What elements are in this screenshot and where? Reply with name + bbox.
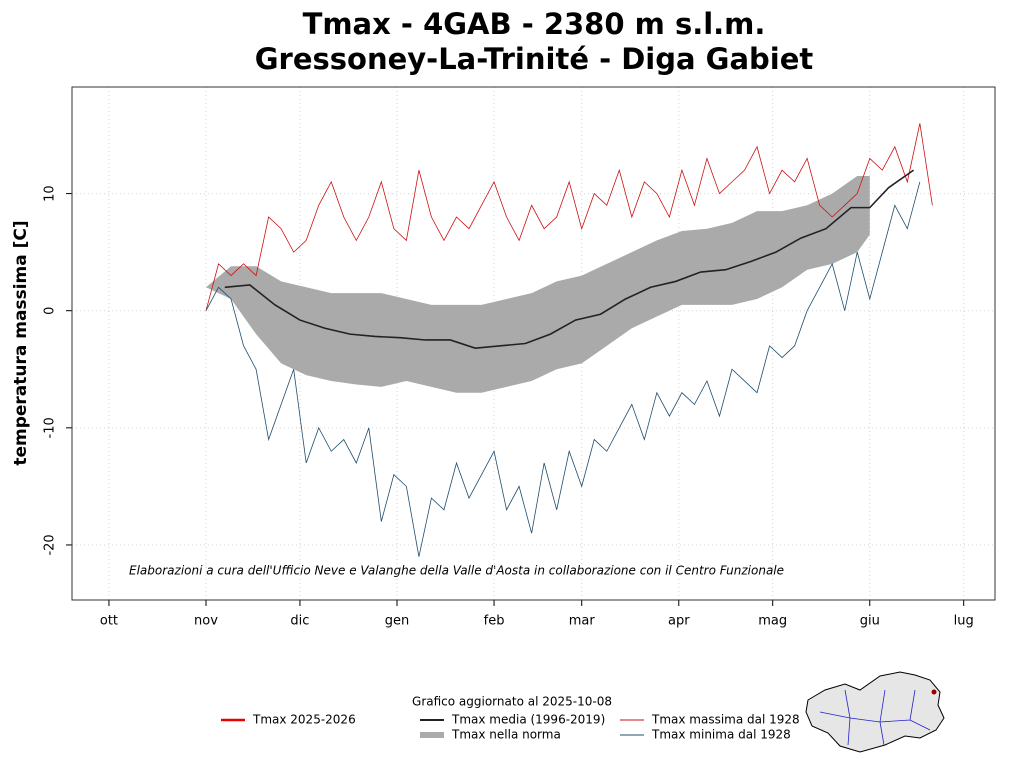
legend-label: Tmax minima dal 1928	[651, 728, 791, 742]
station-marker	[931, 689, 937, 695]
x-tick-label: apr	[668, 614, 690, 629]
norm-band	[206, 176, 870, 393]
legend-label: Tmax media (1996-2019)	[451, 713, 605, 727]
y-axis-label: temperatura massima [C]	[11, 220, 31, 465]
x-tick-label: nov	[194, 614, 218, 629]
region-map	[805, 671, 945, 753]
y-tick-label: -20	[43, 534, 58, 555]
x-tick-label: dic	[290, 614, 309, 629]
legend: Tmax 2025-2026 Tmax media (1996-2019) Tmax…	[221, 713, 800, 742]
legend-label: Tmax 2025-2026	[252, 713, 356, 727]
legend-label: Tmax nella norma	[451, 728, 561, 742]
map-rivers	[819, 689, 931, 746]
x-tick-label: feb	[484, 614, 505, 629]
series-line	[205, 181, 921, 557]
x-tick-label: lug	[954, 614, 974, 629]
y-tick-label: 0	[43, 307, 58, 315]
update-note: Grafico aggiornato al 2025-10-08	[412, 695, 612, 709]
x-tick-label: ott	[100, 614, 118, 629]
series-line	[224, 169, 915, 349]
x-tick-label: gen	[385, 614, 410, 629]
plot-layer: -20 -10 0 10 ott nov dic gen feb mar apr mag giu lug	[43, 87, 995, 629]
map-outline	[805, 671, 945, 753]
x-tick-label: mag	[758, 614, 787, 629]
plot-frame	[71, 86, 996, 601]
legend-label: Tmax massima dal 1928	[651, 713, 800, 727]
x-tick-label: giu	[860, 614, 880, 629]
series-line	[205, 123, 933, 311]
chart-title: Tmax - 4GAB - 2380 m s.l.m.	[303, 7, 766, 41]
annotation: Elaborazioni a cura dell'Ufficio Neve e …	[129, 564, 784, 578]
chart-subtitle: Gressoney-La-Trinité - Diga Gabiet	[255, 42, 814, 76]
x-tick-label: mar	[569, 614, 596, 629]
y-tick-label: -10	[43, 417, 58, 438]
y-tick-label: 10	[43, 185, 58, 202]
